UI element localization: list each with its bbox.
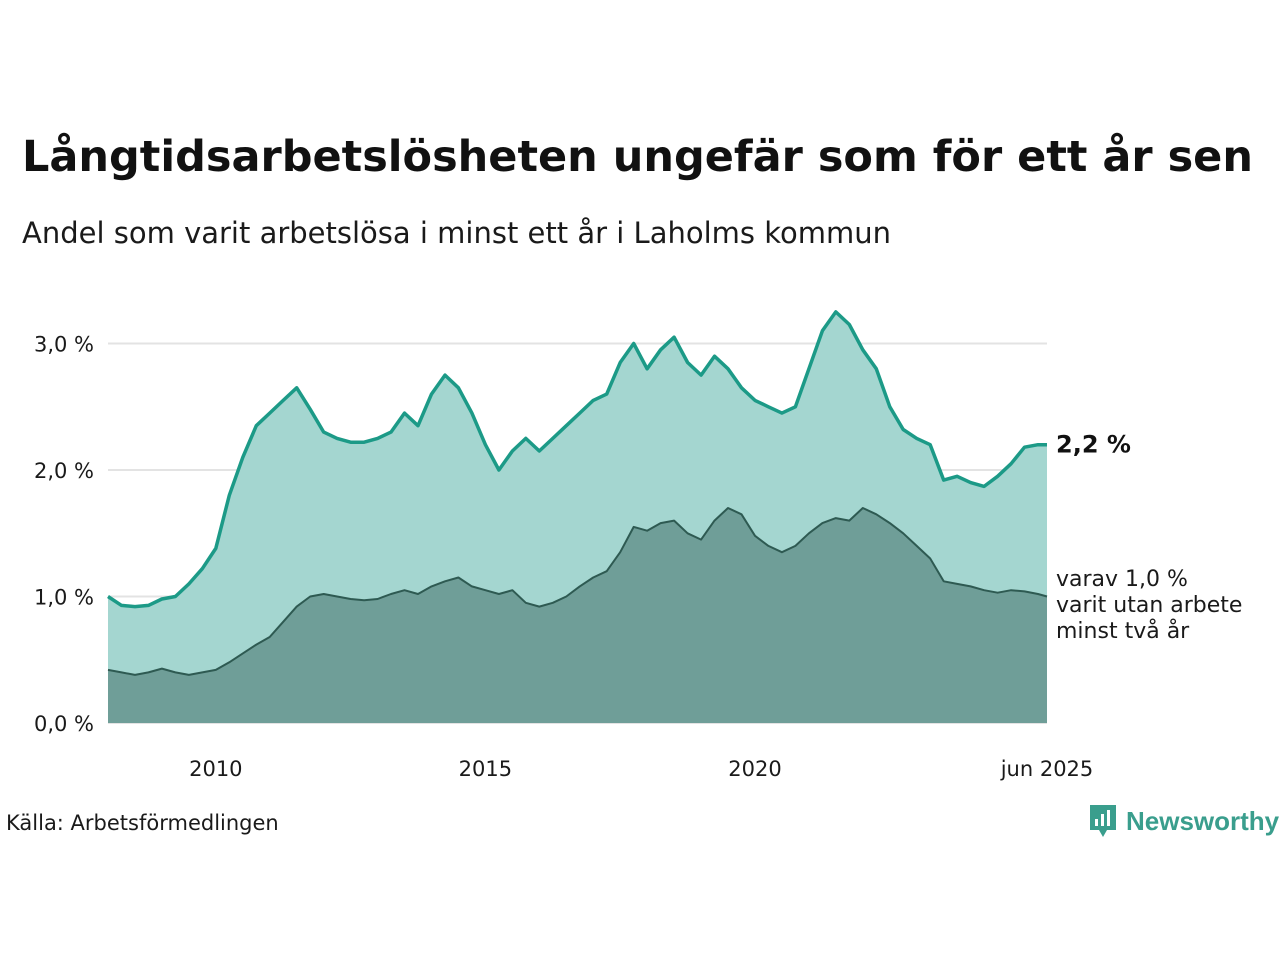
- long-term-label-line: varit utan arbete: [1056, 593, 1242, 618]
- chart-areas: [108, 311, 1047, 723]
- long-term-label-line: minst två år: [1056, 618, 1190, 644]
- chart-lines: [107, 310, 1048, 676]
- x-tick-label: 2020: [728, 757, 781, 781]
- y-tick-label: 2,0 %: [34, 459, 94, 483]
- line-total: [107, 310, 1047, 609]
- brand-logo: Newsworthy: [1088, 803, 1279, 839]
- source-label: Källa: Arbetsförmedlingen: [6, 811, 279, 835]
- long-term-label-line: varav 1,0 %: [1056, 567, 1188, 592]
- x-tick-label: 2010: [189, 757, 242, 781]
- area-chart: 0,0 % 1,0 % 2,0 % 3,0 % 2010 2015 2020 jun 202…: [34, 310, 1242, 781]
- newsworthy-icon: [1090, 805, 1116, 837]
- chart-subtitle: Andel som varit arbetslösa i minst ett å…: [22, 216, 891, 250]
- y-tick-label: 3,0 %: [34, 333, 94, 357]
- brand-name: Newsworthy: [1126, 805, 1280, 836]
- total-value-label: 2,2 %: [1056, 431, 1131, 459]
- y-tick-label: 0,0 %: [34, 712, 94, 736]
- y-tick-label: 1,0 %: [34, 586, 94, 610]
- area-long: [108, 508, 1047, 723]
- y-axis: 0,0 % 1,0 % 2,0 % 3,0 %: [34, 333, 94, 737]
- x-tick-label: jun 2025: [1000, 757, 1094, 781]
- line-long: [107, 507, 1048, 676]
- x-axis: 2010 2015 2020 jun 2025: [189, 757, 1093, 781]
- chart-title: Långtidsarbetslösheten ungefär som för e…: [22, 132, 1253, 182]
- x-tick-label: 2015: [459, 757, 512, 781]
